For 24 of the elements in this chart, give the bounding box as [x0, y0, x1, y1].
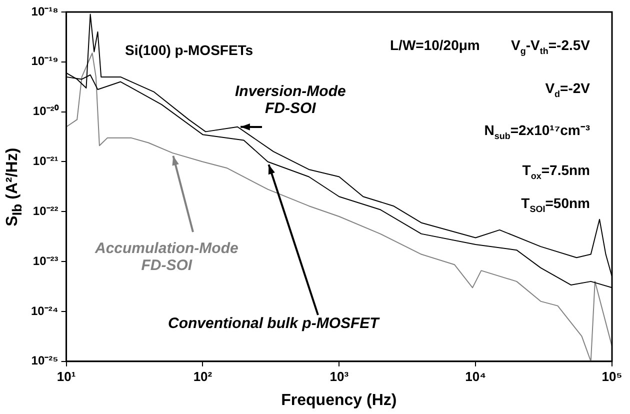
y-tick-label: 10⁻¹⁹: [31, 54, 58, 68]
y-tick-label: 10⁻²¹: [32, 154, 58, 168]
x-axis-title: Frequency (Hz): [281, 392, 397, 410]
y-tick-label: 10⁻²⁵: [31, 354, 58, 368]
x-tick-label: 10¹: [56, 368, 76, 384]
annotation: L/W=10/20μm: [390, 37, 480, 53]
x-tick-label: 10³: [330, 368, 350, 384]
text: Accumulation-Mode FD-SOI: [95, 240, 238, 274]
annotation: V$_{d}$=-2V: [545, 80, 590, 99]
y-tick-label: 10⁻²⁰: [32, 104, 60, 118]
y-tick-label: 10⁻¹⁸: [31, 4, 58, 18]
annotation: Si(100) p-MOSFETs: [125, 42, 254, 58]
text: Conventional bulk p-MOSFET: [168, 315, 379, 332]
y-tick-label: 10⁻²³: [32, 254, 58, 268]
annotation: V$_{g}$-V$_{th}$=-2.5V: [511, 37, 590, 56]
y-tick-label: 10⁻²⁴: [31, 304, 58, 318]
annotation: N$_{sub}$=2x10¹⁷cm⁻³: [484, 121, 590, 141]
annotation: T$_{SOI}$=50nm: [521, 195, 590, 214]
x-tick-label: 10⁵: [602, 368, 622, 384]
y-tick-label: 10⁻²²: [32, 204, 58, 218]
series-label: Inversion-Mode FD-SOI: [235, 83, 346, 117]
x-tick-label: 10⁴: [465, 368, 486, 384]
annotation: T$_{ox}$=7.5nm: [522, 162, 590, 181]
x-tick-label: 10²: [193, 368, 213, 384]
